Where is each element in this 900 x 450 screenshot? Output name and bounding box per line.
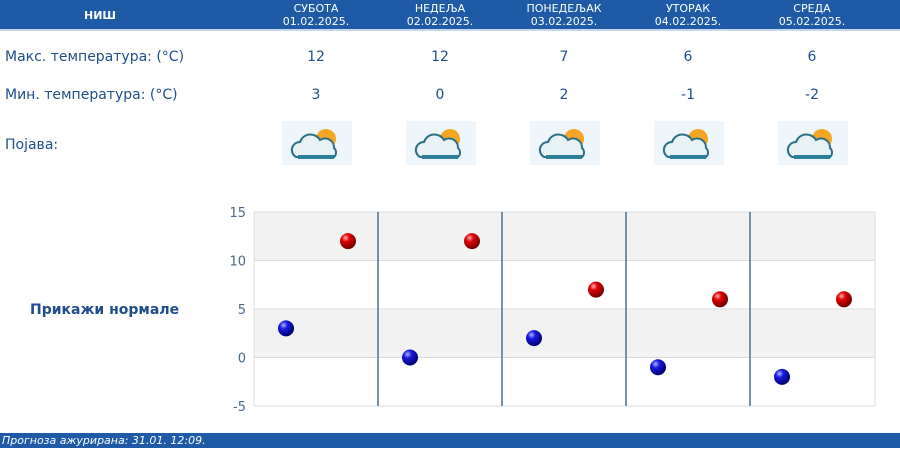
day-header: СРЕДА 05.02.2025.	[750, 2, 874, 28]
partly-cloudy-icon	[530, 121, 600, 165]
max-temp-value: 6	[807, 49, 817, 65]
show-normals-link[interactable]: Прикажи нормале	[30, 302, 180, 318]
max-temp-point	[712, 291, 728, 308]
day-name: УТОРАК	[665, 2, 711, 15]
phenomenon-label: Појава:	[5, 137, 59, 153]
temperature-chart: 15 10 5 0 -5	[229, 206, 876, 415]
min-temp-value: -2	[805, 87, 819, 103]
min-temp-value: -1	[681, 87, 695, 103]
min-temp-point	[774, 368, 790, 385]
max-temp-label: Макс. температура: (°C)	[5, 49, 185, 65]
day-date: 01.02.2025.	[282, 15, 350, 28]
min-temp-point	[278, 320, 294, 337]
day-name: СРЕДА	[793, 2, 831, 15]
partly-cloudy-icon	[406, 121, 476, 165]
max-temp-point	[836, 291, 852, 308]
max-temp-value: 6	[683, 49, 693, 65]
min-temp-value: 3	[311, 87, 321, 103]
day-name: НЕДЕЉА	[414, 2, 466, 15]
day-date: 03.02.2025.	[530, 15, 598, 28]
grid-band	[254, 212, 875, 261]
day-header: УТОРАК 04.02.2025.	[626, 2, 750, 28]
min-temp-label: Мин. температура: (°C)	[5, 87, 178, 103]
day-date: 04.02.2025.	[654, 15, 722, 28]
min-temp-value: 0	[435, 87, 445, 103]
min-temp-point	[650, 359, 666, 376]
city-name: НИШ	[83, 9, 116, 22]
header-bar: НИШ СУБОТА 01.02.2025. НЕДЕЉА 02.02.2025. ПО…	[0, 0, 900, 31]
max-temp-point	[588, 281, 604, 298]
day-date: 05.02.2025.	[778, 15, 846, 28]
day-name: СУБОТА	[293, 2, 339, 15]
max-temp-point	[340, 233, 356, 250]
day-header: НЕДЕЉА 02.02.2025.	[378, 2, 502, 28]
y-tick-label: 5	[238, 303, 246, 318]
day-header: СУБОТА 01.02.2025.	[254, 2, 378, 28]
min-temp-point	[402, 349, 418, 366]
day-date: 02.02.2025.	[406, 15, 474, 28]
forecast-updated: Прогноза ажурирана: 31.01. 12:09.	[0, 433, 900, 448]
min-temp-value: 2	[559, 87, 569, 103]
day-header: ПОНЕДЕЉАК 03.02.2025.	[502, 2, 626, 28]
max-temp-value: 12	[307, 49, 325, 65]
max-temp-value: 7	[559, 49, 569, 65]
max-temp-value: 12	[431, 49, 449, 65]
y-tick-label: 0	[238, 352, 246, 367]
y-tick-label: 15	[229, 206, 246, 221]
max-temp-point	[464, 233, 480, 250]
y-tick-label: -5	[233, 400, 246, 415]
partly-cloudy-icon	[654, 121, 724, 165]
mostly-sunny-icon	[778, 121, 848, 165]
partly-cloudy-icon	[282, 121, 352, 165]
grid-band	[254, 309, 875, 358]
day-name: ПОНЕДЕЉАК	[526, 2, 602, 15]
y-tick-label: 10	[229, 255, 246, 270]
min-temp-point	[526, 330, 542, 347]
